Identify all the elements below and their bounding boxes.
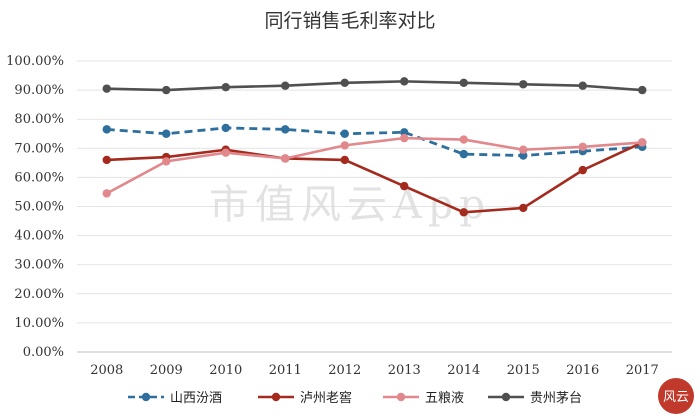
seal-logo: 风云 [658, 378, 694, 414]
data-point [162, 129, 171, 138]
data-point [221, 148, 230, 157]
seal-text: 风云 [663, 390, 689, 405]
series-line [106, 141, 643, 214]
grid [77, 60, 672, 353]
data-point [459, 78, 468, 88]
data-point [519, 145, 528, 154]
legend-item: 泸州老窖 [258, 390, 352, 406]
data-point [340, 129, 349, 138]
data-point [340, 141, 349, 150]
data-point [459, 208, 468, 217]
data-point [638, 85, 647, 95]
data-point [340, 78, 349, 88]
series-3 [102, 133, 647, 198]
x-axis-ticks: 2008 2009 2010 2011 2012 2013 2014 2015 2016 2017 [90, 363, 659, 378]
y-tick-label: 60.00% [14, 170, 64, 185]
data-point [162, 85, 171, 95]
data-point [459, 135, 468, 144]
data-point [281, 125, 290, 134]
x-tick-label: 2008 [90, 363, 123, 378]
x-tick-label: 2012 [328, 363, 361, 378]
data-point [340, 155, 349, 165]
data-point [578, 142, 587, 152]
data-point [221, 123, 230, 133]
y-tick-label: 90.00% [14, 83, 64, 98]
y-tick-label: 70.00% [14, 141, 64, 156]
x-tick-label: 2017 [626, 363, 659, 378]
chart-title: 同行销售毛利率对比 [264, 10, 435, 32]
y-tick-label: 20.00% [14, 287, 64, 302]
series-4 [102, 77, 647, 95]
data-point [638, 138, 647, 147]
data-point [519, 80, 528, 89]
data-point [102, 155, 111, 165]
legend-label: 泸州老窖 [300, 390, 352, 406]
watermark: 市值风云App [209, 182, 491, 228]
y-tick-label: 0.00% [23, 345, 64, 360]
data-point [519, 151, 528, 160]
data-point [578, 81, 587, 90]
legend-item: 山西汾酒 [128, 391, 222, 406]
legend-label: 五粮液 [425, 391, 464, 406]
legend-item: 贵州茅台 [488, 391, 582, 406]
legend-label: 贵州茅台 [530, 391, 582, 406]
x-tick-label: 2009 [150, 363, 183, 378]
series-layer [102, 77, 647, 217]
data-point [519, 203, 528, 213]
data-point [281, 81, 290, 90]
data-point [400, 128, 409, 137]
data-point [400, 77, 409, 86]
data-point [281, 154, 290, 163]
y-tick-label: 10.00% [14, 316, 64, 331]
legend-swatch-marker [501, 392, 511, 402]
y-tick-label: 80.00% [14, 112, 64, 127]
data-point [102, 189, 111, 198]
data-point [102, 84, 111, 93]
legend-swatch-marker [271, 392, 281, 402]
data-point [162, 157, 171, 166]
y-tick-label: 100.00% [6, 54, 64, 69]
x-tick-label: 2013 [388, 363, 421, 378]
data-point [400, 133, 409, 143]
seal-circle [658, 378, 694, 414]
series-line [106, 80, 643, 92]
y-axis-ticks: 0.00% 10.00% 20.00% 30.00% 40.00% 50.00% 60.00… [6, 54, 64, 360]
legend-swatch-marker [396, 392, 406, 402]
data-point [578, 165, 587, 175]
data-point [221, 82, 230, 92]
x-tick-label: 2011 [269, 363, 302, 378]
series-line [106, 136, 643, 195]
x-tick-label: 2016 [566, 363, 599, 378]
legend-item: 五粮液 [383, 391, 464, 406]
y-tick-label: 50.00% [14, 200, 64, 215]
y-tick-label: 30.00% [14, 258, 64, 273]
data-point [400, 181, 409, 191]
data-point [459, 149, 468, 159]
data-point [102, 125, 111, 134]
legend-label: 山西汾酒 [170, 391, 222, 406]
x-tick-label: 2015 [507, 363, 540, 378]
x-tick-label: 2014 [447, 363, 480, 378]
x-tick-label: 2010 [209, 363, 242, 378]
series-1 [102, 123, 647, 160]
y-tick-label: 40.00% [14, 229, 64, 244]
legend-swatch-marker [141, 392, 151, 402]
legend: 山西汾酒 泸州老窖 五粮液 贵州茅台 [128, 390, 582, 406]
